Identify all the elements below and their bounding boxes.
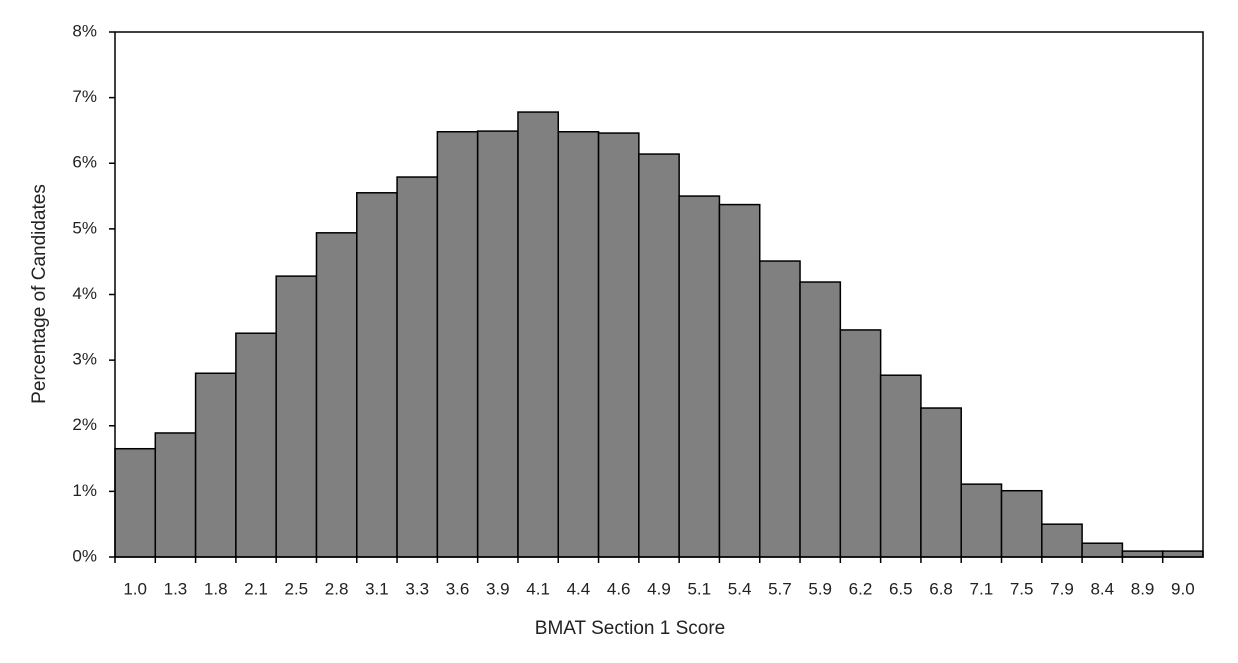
x-tick-label: 2.5 — [285, 579, 309, 598]
x-tick-label: 2.1 — [244, 579, 268, 598]
y-axis-label: Percentage of Candidates — [29, 184, 50, 404]
bar — [1161, 550, 1204, 558]
y-tick-label: 5% — [72, 218, 97, 237]
y-tick-label: 6% — [72, 153, 97, 172]
x-tick-label: 5.9 — [808, 579, 832, 598]
x-tick-label: 2.8 — [325, 579, 349, 598]
x-tick-label: 1.0 — [123, 579, 147, 598]
y-tick-label: 4% — [72, 284, 97, 303]
bar — [1000, 489, 1043, 558]
bar — [396, 176, 439, 558]
bar — [799, 281, 842, 558]
x-tick-label: 9.0 — [1171, 579, 1195, 598]
x-tick-label: 5.7 — [768, 579, 792, 598]
bar — [356, 192, 398, 558]
bar — [960, 483, 1003, 558]
bar — [879, 374, 922, 558]
x-tick-label: 3.9 — [486, 579, 510, 598]
y-tick-label: 0% — [72, 546, 97, 565]
bar — [114, 447, 157, 558]
x-tick-label: 6.8 — [929, 579, 953, 598]
x-tick-label: 3.3 — [405, 579, 429, 598]
y-tick-label: 7% — [72, 87, 97, 106]
bar — [718, 203, 761, 558]
x-tick-label: 4.4 — [567, 579, 591, 598]
bar — [1121, 550, 1164, 558]
bar — [1041, 523, 1083, 558]
x-tick-label: 6.2 — [849, 579, 873, 598]
bar — [275, 275, 318, 558]
x-tick-label: 8.9 — [1131, 579, 1155, 598]
bar — [557, 131, 600, 558]
x-tick-label: 5.4 — [728, 579, 752, 598]
y-tick-label: 2% — [72, 415, 97, 434]
bar — [235, 332, 277, 558]
bar — [315, 232, 358, 558]
x-tick-label: 5.1 — [687, 579, 711, 598]
bar — [839, 329, 882, 558]
bar — [154, 432, 197, 558]
x-tick-label: 4.1 — [526, 579, 550, 598]
bar — [758, 260, 801, 558]
x-tick-label: 1.8 — [204, 579, 228, 598]
bar — [194, 372, 237, 558]
bar — [597, 132, 640, 558]
bar — [436, 131, 479, 558]
bar — [1081, 542, 1124, 558]
x-tick-label: 3.1 — [365, 579, 389, 598]
x-tick-label: 7.5 — [1010, 579, 1034, 598]
y-tick-label: 3% — [72, 350, 97, 369]
bar — [476, 130, 519, 558]
bar — [920, 407, 962, 558]
x-tick-label: 1.3 — [164, 579, 188, 598]
x-tick-label: 4.9 — [647, 579, 671, 598]
x-tick-label: 7.9 — [1050, 579, 1074, 598]
bar — [517, 111, 560, 558]
x-tick-label: 8.4 — [1090, 579, 1114, 598]
x-tick-label: 6.5 — [889, 579, 913, 598]
x-tick-label: 7.1 — [970, 579, 994, 598]
x-tick-label: 4.6 — [607, 579, 631, 598]
bar — [678, 195, 721, 558]
y-tick-label: 8% — [72, 21, 97, 40]
x-axis-label: BMAT Section 1 Score — [535, 618, 725, 639]
x-tick-label: 3.6 — [446, 579, 470, 598]
y-tick-label: 1% — [72, 481, 97, 500]
plot-frame — [114, 31, 1204, 558]
bar — [638, 153, 680, 558]
